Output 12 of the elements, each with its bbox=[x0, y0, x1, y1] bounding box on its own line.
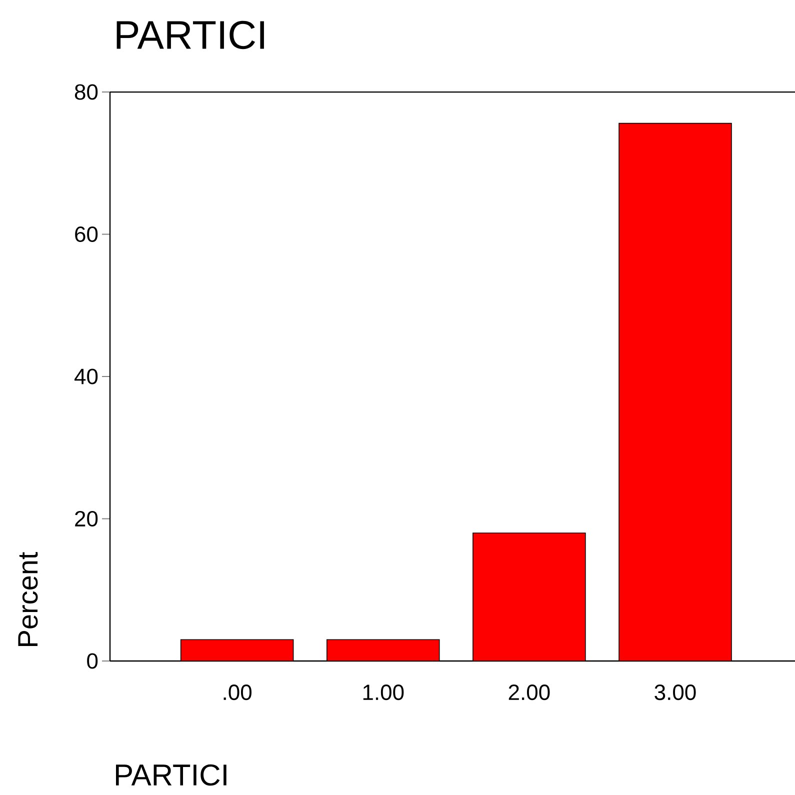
y-tick-label: 20 bbox=[75, 510, 98, 527]
y-tick-label: 80 bbox=[74, 84, 98, 100]
y-tick-label: 60 bbox=[75, 226, 98, 242]
x-tick-label: 3.00 bbox=[654, 684, 696, 700]
y-tick-label: 0 bbox=[87, 653, 98, 669]
chart-title: PARTICI bbox=[116, 20, 264, 50]
x-tick-label: .00 bbox=[224, 684, 252, 700]
x-tick-label: 1.00 bbox=[363, 684, 404, 700]
y-axis-title: Percent bbox=[18, 552, 38, 646]
x-tick-label: 2.00 bbox=[508, 684, 550, 700]
y-tick-label: 40 bbox=[74, 368, 98, 384]
x-axis-title: PARTICI bbox=[116, 764, 226, 786]
